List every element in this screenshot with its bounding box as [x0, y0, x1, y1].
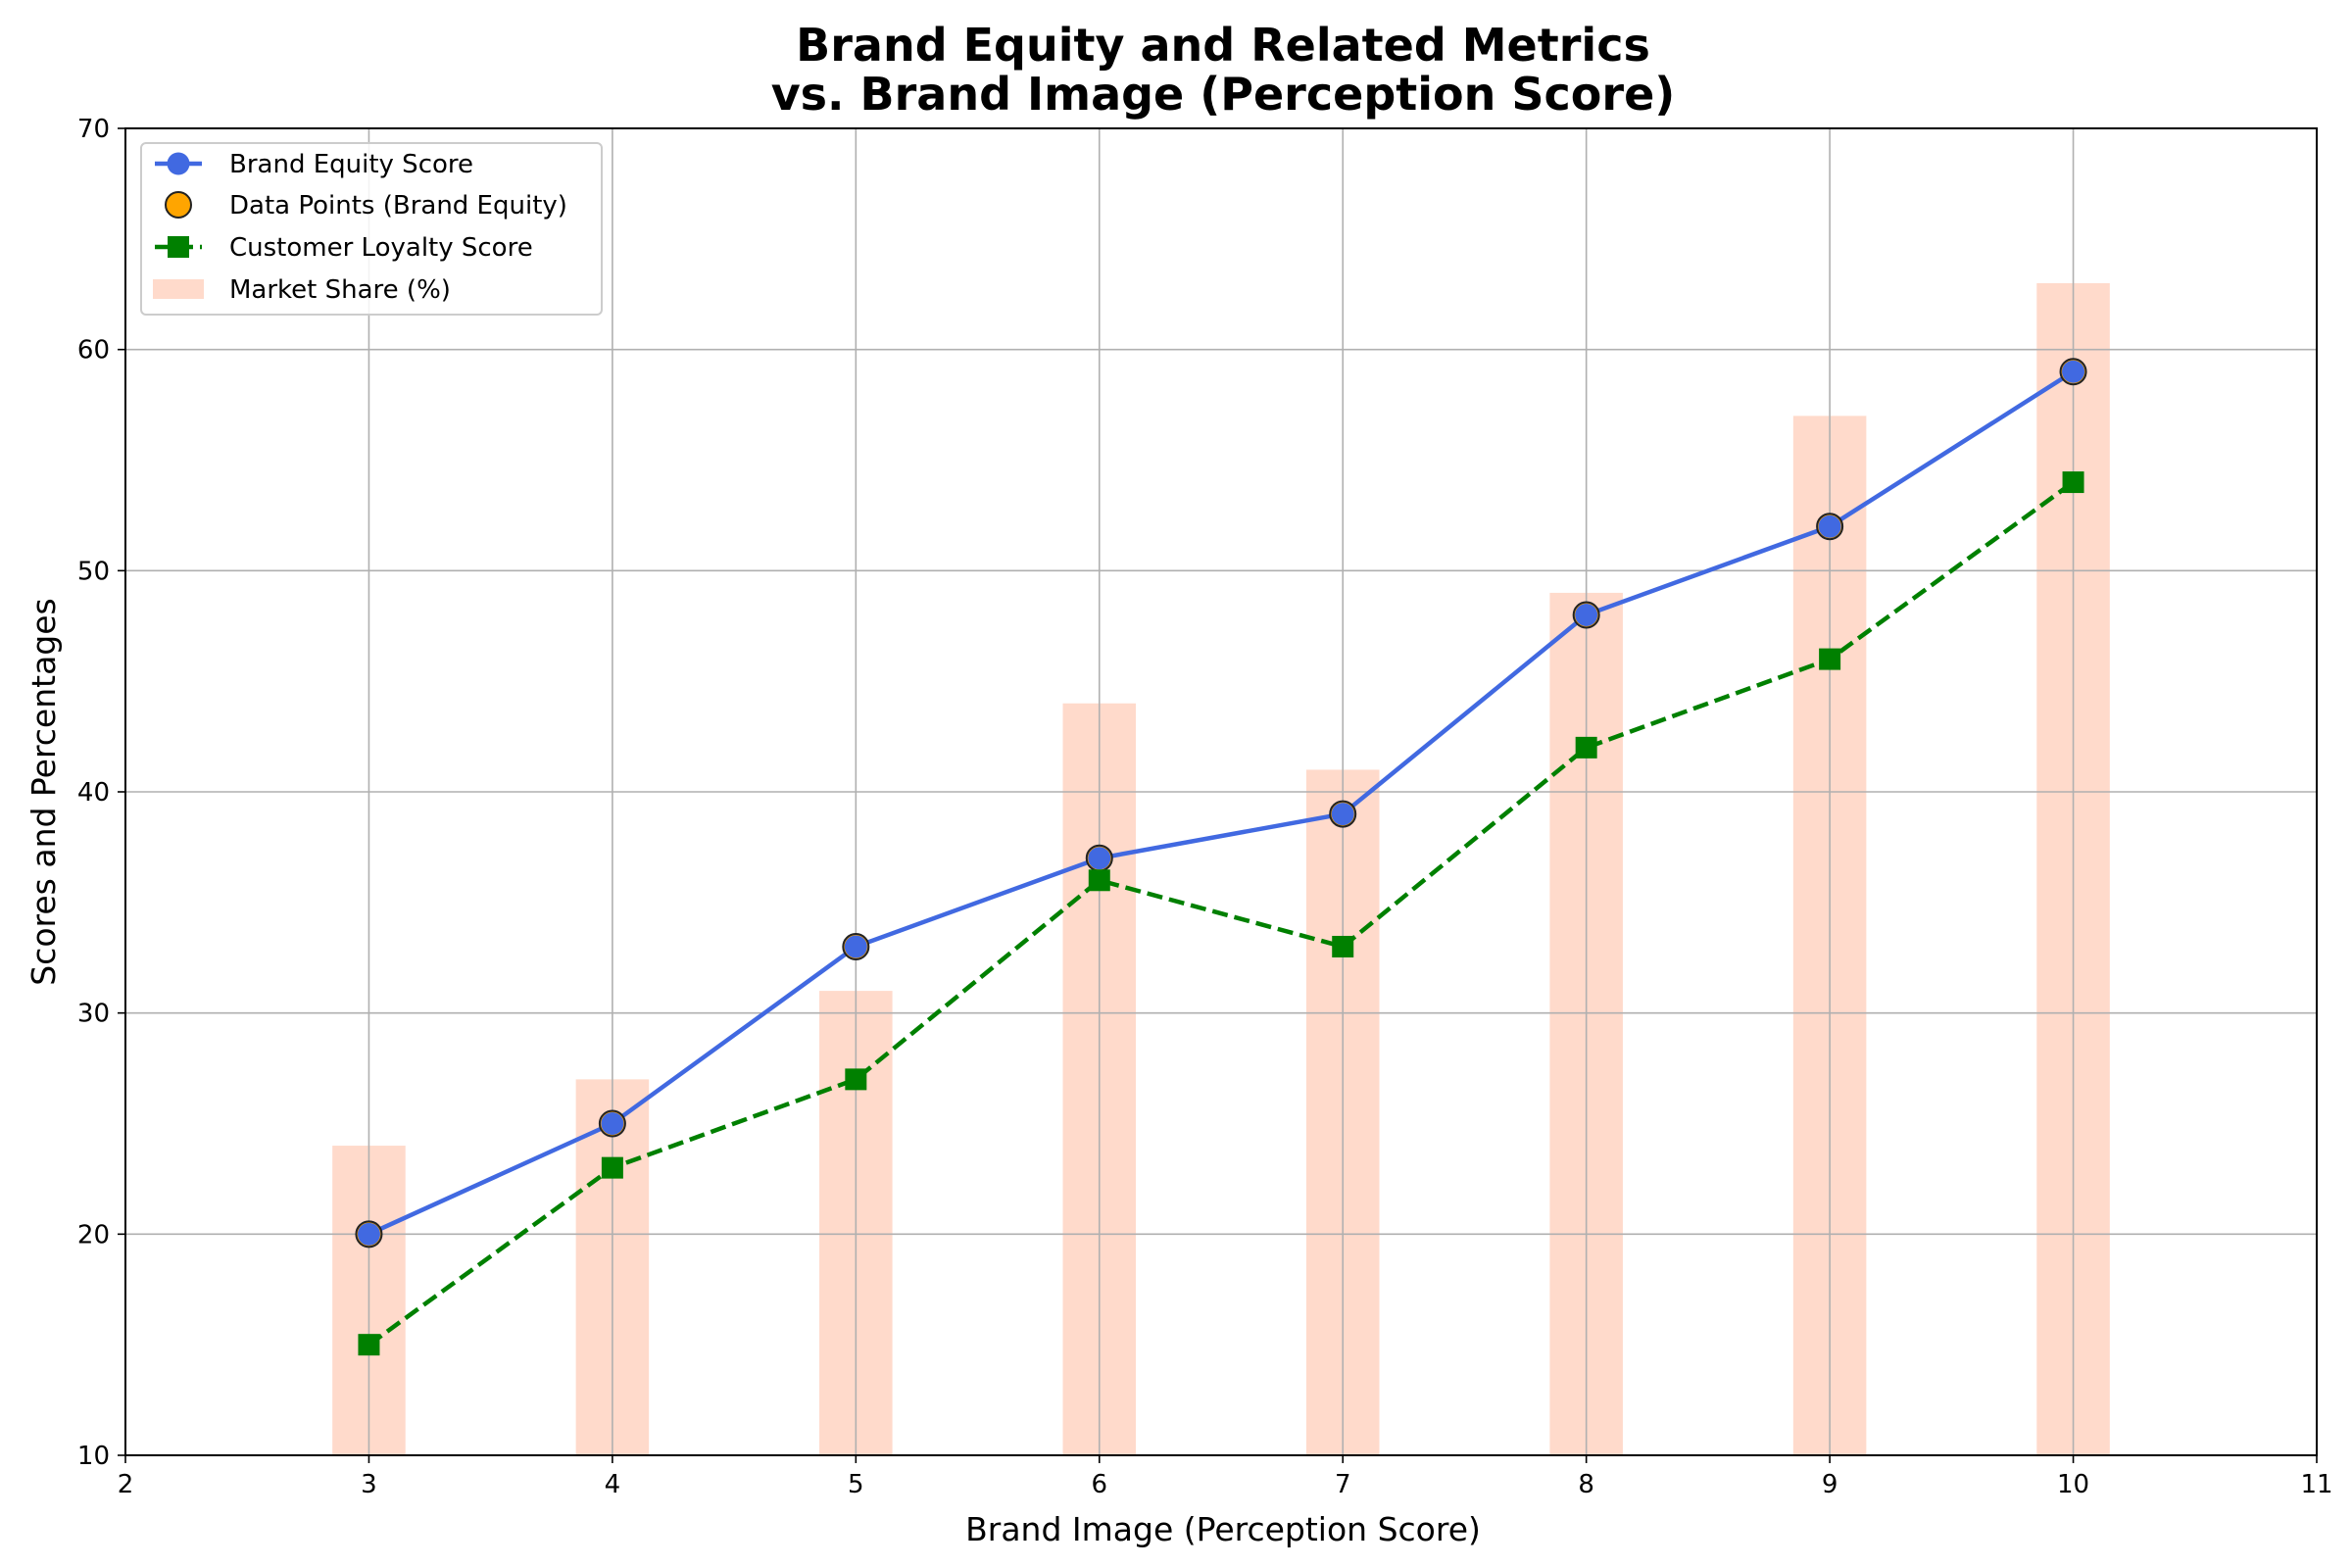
x-tick-label: 8 [1578, 1470, 1594, 1499]
y-tick-label: 70 [77, 115, 110, 144]
legend: Brand Equity Score Data Points (Brand Equ… [140, 142, 603, 316]
y-tick-label: 30 [77, 1000, 110, 1029]
x-tick-label: 5 [848, 1470, 864, 1499]
customer-loyalty-marker [845, 1068, 867, 1091]
y-tick-label: 50 [77, 557, 110, 586]
legend-marker-customer-loyalty [168, 236, 189, 258]
brand-equity-marker [357, 1222, 380, 1246]
legend-label: Market Share (%) [229, 275, 451, 305]
plot-area: 2 3 4 5 6 7 8 9 10 11 10 20 30 40 50 60 70 [77, 115, 2333, 1499]
legend-label: Customer Loyalty Score [229, 233, 533, 263]
x-tick-label: 7 [1335, 1470, 1351, 1499]
x-tick-label: 11 [2300, 1470, 2332, 1499]
customer-loyalty-marker [1088, 869, 1110, 892]
x-tick-label: 10 [2057, 1470, 2089, 1499]
customer-loyalty-line [368, 480, 2075, 1347]
y-axis-label: Scores and Percentages [24, 598, 63, 986]
chart-title-line-1: Brand Equity and Related Metrics [796, 19, 1650, 72]
customer-loyalty-marker [2062, 471, 2084, 494]
brand-equity-marker [601, 1112, 624, 1135]
legend-swatch-market-share [153, 279, 204, 299]
legend-label: Data Points (Brand Equity) [229, 191, 567, 220]
brand-equity-line [368, 369, 2075, 1237]
chart-title-line-2: vs. Brand Image (Perception Score) [771, 68, 1676, 121]
x-tick-label: 4 [605, 1470, 621, 1499]
y-tick-label: 60 [77, 336, 110, 366]
x-tick-label: 2 [118, 1470, 134, 1499]
x-tick-label: 9 [1822, 1470, 1838, 1499]
x-tick-label: 3 [361, 1470, 377, 1499]
legend-marker-data-points [165, 191, 192, 219]
brand-equity-marker [1331, 803, 1354, 826]
y-tick-label: 10 [77, 1442, 110, 1471]
brand-equity-marker [1575, 603, 1598, 626]
x-tick-label: 6 [1092, 1470, 1108, 1499]
legend-box [140, 142, 603, 316]
brand-equity-marker [1088, 847, 1111, 870]
y-tick-label: 20 [77, 1220, 110, 1250]
legend-marker-brand-equity [167, 152, 190, 175]
customer-loyalty-marker [358, 1334, 380, 1356]
customer-loyalty-marker [1575, 736, 1597, 759]
brand-equity-marker [1818, 514, 1841, 538]
customer-loyalty-marker [601, 1156, 623, 1179]
customer-loyalty-marker [1332, 935, 1354, 957]
brand-equity-marker [844, 935, 867, 958]
y-tick-label: 40 [77, 778, 110, 808]
legend-label: Brand Equity Score [229, 150, 473, 179]
x-axis-label: Brand Image (Perception Score) [965, 1510, 1481, 1548]
brand-equity-marker [2062, 360, 2085, 383]
customer-loyalty-marker [1819, 648, 1841, 670]
